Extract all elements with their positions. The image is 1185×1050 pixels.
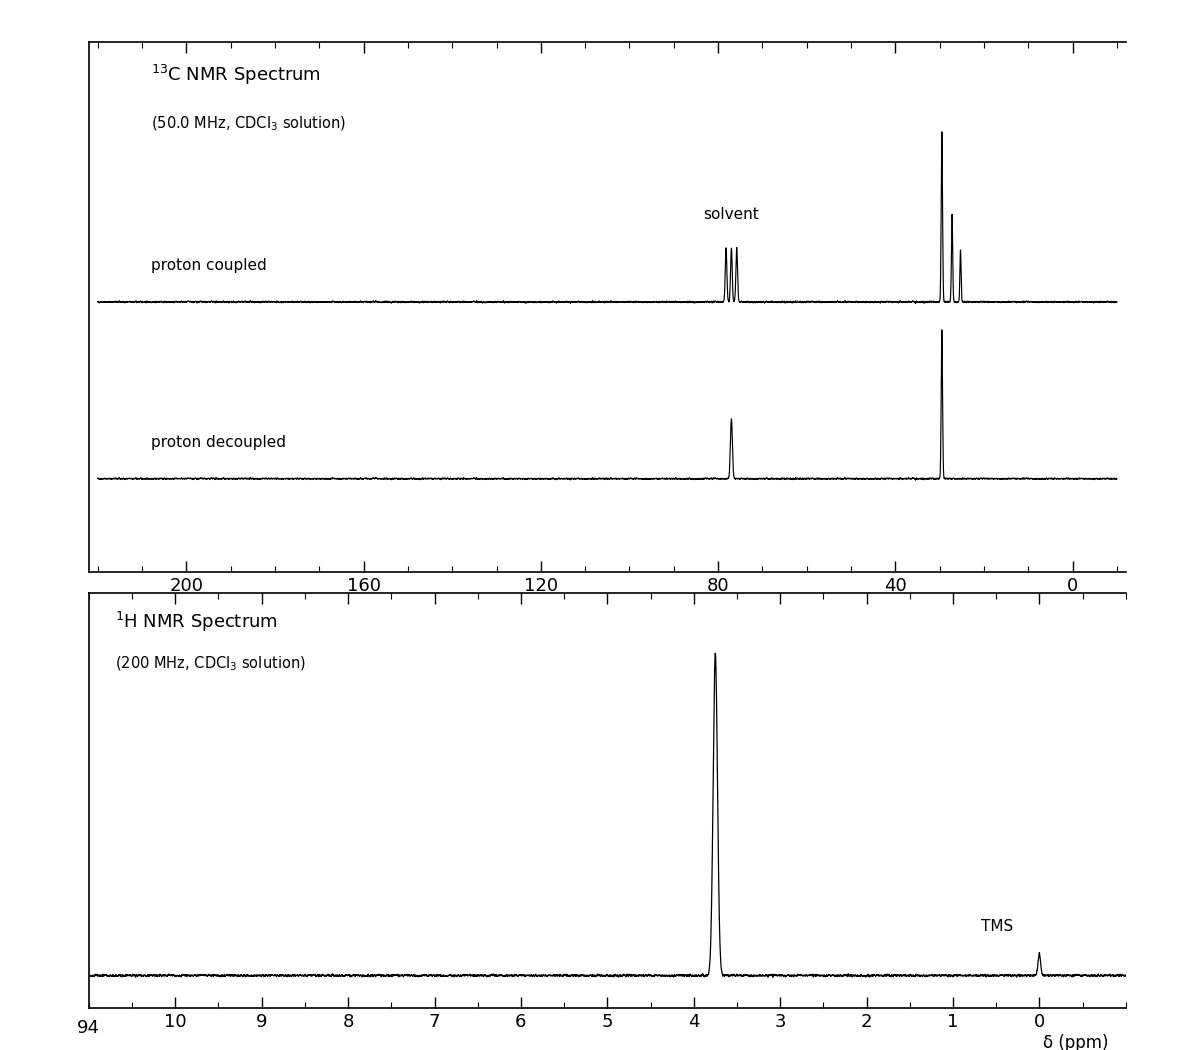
Text: (50.0 MHz, CDCl$_3$ solution): (50.0 MHz, CDCl$_3$ solution) (150, 114, 346, 133)
Text: 94: 94 (77, 1020, 100, 1037)
Text: $^{1}$H NMR Spectrum: $^{1}$H NMR Spectrum (115, 609, 277, 633)
Text: δ (ppm): δ (ppm) (1043, 1034, 1108, 1050)
Text: δ (ppm): δ (ppm) (1051, 604, 1117, 622)
Text: proton coupled: proton coupled (150, 258, 267, 273)
Text: TMS: TMS (981, 919, 1013, 933)
Text: $^{13}$C NMR Spectrum: $^{13}$C NMR Spectrum (150, 63, 321, 87)
Text: solvent: solvent (704, 207, 760, 222)
Text: (200 MHz, CDCl$_3$ solution): (200 MHz, CDCl$_3$ solution) (115, 654, 306, 673)
Text: proton decoupled: proton decoupled (150, 435, 286, 450)
